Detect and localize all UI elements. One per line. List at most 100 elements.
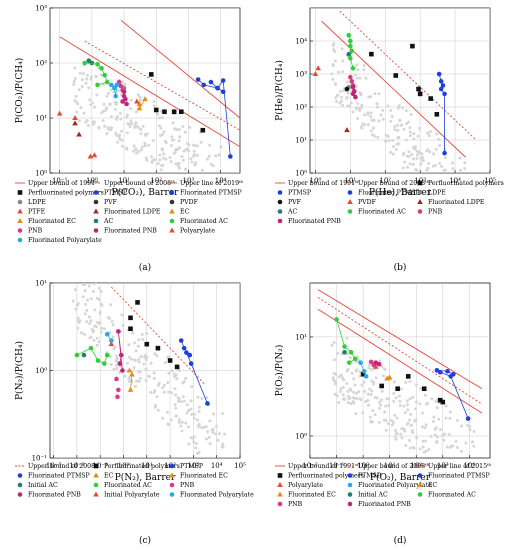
data-point xyxy=(135,300,140,305)
legend-entry: Perfluorinated polymers xyxy=(28,190,104,197)
y-tick-label: 10⁰ xyxy=(295,170,307,178)
data-point xyxy=(350,65,356,71)
data-point xyxy=(448,374,454,379)
legend: Upper bound of 1991ˢᵗ Upper bound of 2008… xyxy=(275,463,492,508)
data-point xyxy=(436,71,442,77)
y-axis-label: P(N₂)/P(CH₄) xyxy=(14,341,25,400)
series-fluorinated-polyarylate xyxy=(358,360,369,379)
series-ptfe xyxy=(56,110,98,159)
upper-bound-line xyxy=(317,308,483,414)
series-ec xyxy=(127,371,135,392)
legend-entry: Fluorinated Polyarylate xyxy=(28,237,102,244)
legend-marker xyxy=(277,218,283,224)
legend-marker xyxy=(93,482,99,488)
legend-entry: Upper line of 2015ᵗʰ xyxy=(428,463,492,470)
y-tick-label: 10¹ xyxy=(35,115,47,123)
legend-marker xyxy=(277,491,283,497)
x-tick-label: 10² xyxy=(379,177,391,185)
legend-entry: Fluorinated PTMSP xyxy=(28,473,90,480)
legend-entry: PNB xyxy=(288,501,303,508)
data-point xyxy=(56,110,63,116)
data-point xyxy=(342,344,347,349)
legend-entry: PNB xyxy=(28,228,43,235)
data-point xyxy=(440,83,446,88)
legend-marker xyxy=(93,491,99,497)
legend-entry: Fluorinated PNB xyxy=(104,228,157,235)
series-perfluorinated-polymers xyxy=(369,43,440,117)
legend-entry: Fluorinated PNB xyxy=(358,501,411,508)
legend-entry: Fluorinated LDPE xyxy=(104,209,161,216)
upper-bound-line xyxy=(317,297,483,405)
legend-entry: EC xyxy=(104,473,114,480)
data-point xyxy=(346,360,352,365)
data-point xyxy=(136,105,143,111)
legend-entry: PTMSP xyxy=(104,190,127,197)
y-tick-label: 10² xyxy=(35,60,47,68)
legend-marker xyxy=(17,190,23,195)
series-fluorinated-pnb xyxy=(120,89,129,107)
data-point xyxy=(344,127,350,133)
data-point xyxy=(109,338,114,343)
legend-marker xyxy=(169,208,175,214)
x-tick-label: 10⁴ xyxy=(463,462,475,470)
legend-marker xyxy=(93,199,99,205)
data-point xyxy=(115,394,120,400)
x-axis-label: P(He), Barrer xyxy=(369,187,432,198)
x-tick-label: 10⁻¹ xyxy=(92,462,108,470)
legend-entry: LDPE xyxy=(428,190,446,197)
data-point xyxy=(124,101,129,107)
legend-marker xyxy=(93,208,99,214)
legend-marker xyxy=(17,492,23,497)
data-point xyxy=(437,397,443,403)
y-axis-label: P(He)/P(CH₄) xyxy=(274,60,285,121)
legend-entry: Fluorinated AC xyxy=(358,209,406,216)
legend: Upper bound of 1991ˢᵗ Upper bound of 2008… xyxy=(275,180,504,225)
legend-entry: Initial AC xyxy=(28,482,58,489)
data-point xyxy=(348,74,353,80)
series-fluorinated-polyarylate xyxy=(104,331,114,343)
legend: Upper bound of 2008ᵗʰ Perfluorinated poly… xyxy=(15,463,254,499)
legend-entry: Fluorinated AC xyxy=(428,492,476,499)
data-point xyxy=(178,109,184,115)
x-tick-label: 10⁻¹ xyxy=(52,177,68,185)
x-tick-label: 10³ xyxy=(437,462,449,470)
legend-marker xyxy=(347,482,353,488)
legend-entry: LDPE xyxy=(28,199,46,206)
series-perfluorinated-polymers xyxy=(148,72,206,133)
data-point xyxy=(128,315,133,321)
x-tick-label: 10⁵ xyxy=(484,177,496,185)
data-point xyxy=(95,82,100,88)
data-point xyxy=(148,72,154,77)
data-point xyxy=(184,350,189,355)
legend-entry: Fluorinated PTMSP xyxy=(358,190,420,197)
panel-label: (b) xyxy=(394,262,407,273)
x-axis-label: P(CO₂), Barrer xyxy=(112,187,180,198)
legend-marker xyxy=(417,190,423,195)
panel-label: (c) xyxy=(139,535,151,546)
data-point xyxy=(81,352,87,358)
x-axis-label: P(O₂), Barrer xyxy=(370,472,431,483)
legend-marker xyxy=(93,463,99,469)
legend-entry: EC xyxy=(428,482,438,489)
data-point xyxy=(74,352,80,358)
data-point xyxy=(346,51,352,57)
legend-marker xyxy=(277,482,283,487)
literature-data-cloud xyxy=(330,42,467,172)
plot-area xyxy=(310,283,490,458)
data-point xyxy=(117,361,123,366)
x-tick-label: 10³ xyxy=(183,177,195,185)
legend-marker xyxy=(17,208,23,214)
literature-data-cloud xyxy=(72,63,223,172)
data-point xyxy=(155,345,161,351)
data-point xyxy=(153,107,159,113)
legend-marker xyxy=(169,190,175,195)
y-tick-label: 10⁴ xyxy=(295,38,307,46)
data-point xyxy=(353,94,358,100)
legend-marker xyxy=(93,472,99,478)
plot-frame xyxy=(309,282,491,459)
upper-bound-line xyxy=(321,20,466,158)
series-pvdf xyxy=(312,65,321,76)
data-point xyxy=(136,100,143,106)
data-point xyxy=(102,361,107,366)
